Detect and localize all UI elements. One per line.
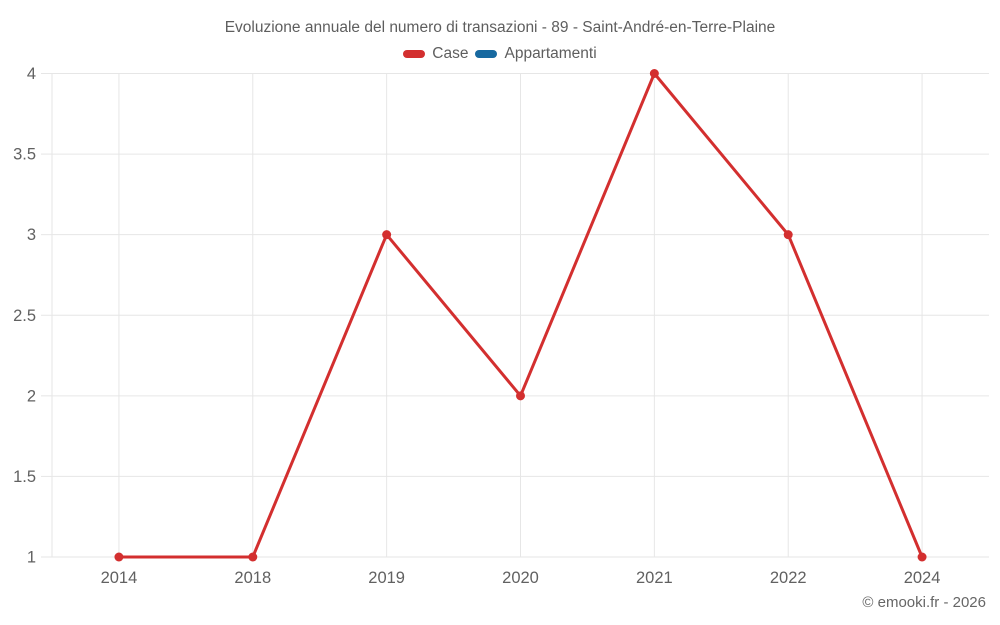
legend-item-appartamenti[interactable]: Appartamenti bbox=[475, 45, 597, 63]
chart-title: Evoluzione annuale del numero di transaz… bbox=[224, 19, 776, 36]
data-point bbox=[917, 552, 927, 562]
data-point bbox=[248, 552, 258, 562]
y-axis-label: 3 bbox=[27, 226, 36, 244]
y-axis-label: 2 bbox=[27, 387, 36, 405]
y-axis-label: 4 bbox=[27, 65, 36, 83]
chart-legend: Case Appartamenti bbox=[0, 45, 1000, 63]
x-axis-label: 2021 bbox=[636, 569, 673, 587]
legend-item-case[interactable]: Case bbox=[403, 45, 468, 63]
y-axis-label: 3.5 bbox=[13, 146, 36, 164]
x-axis-label: 2024 bbox=[904, 569, 941, 587]
copyright-text: © emooki.fr - 2026 bbox=[862, 594, 986, 611]
legend-swatch-case bbox=[403, 50, 426, 58]
data-point bbox=[783, 230, 793, 240]
data-point bbox=[382, 230, 392, 240]
x-axis-label: 2019 bbox=[368, 569, 405, 587]
data-point bbox=[649, 69, 659, 78]
y-axis-label: 2.5 bbox=[13, 307, 36, 325]
x-axis-label: 2022 bbox=[770, 569, 807, 587]
x-axis-label: 2014 bbox=[101, 569, 138, 587]
data-point bbox=[516, 391, 525, 401]
x-axis-label: 2020 bbox=[502, 569, 539, 587]
legend-label-appartamenti: Appartamenti bbox=[504, 45, 597, 62]
data-point bbox=[114, 552, 124, 562]
y-axis-label: 1 bbox=[27, 549, 36, 567]
x-axis-label: 2018 bbox=[234, 569, 271, 587]
y-axis-label: 1.5 bbox=[13, 468, 36, 486]
legend-swatch-appartamenti bbox=[475, 50, 498, 58]
legend-label-case: Case bbox=[432, 45, 469, 62]
